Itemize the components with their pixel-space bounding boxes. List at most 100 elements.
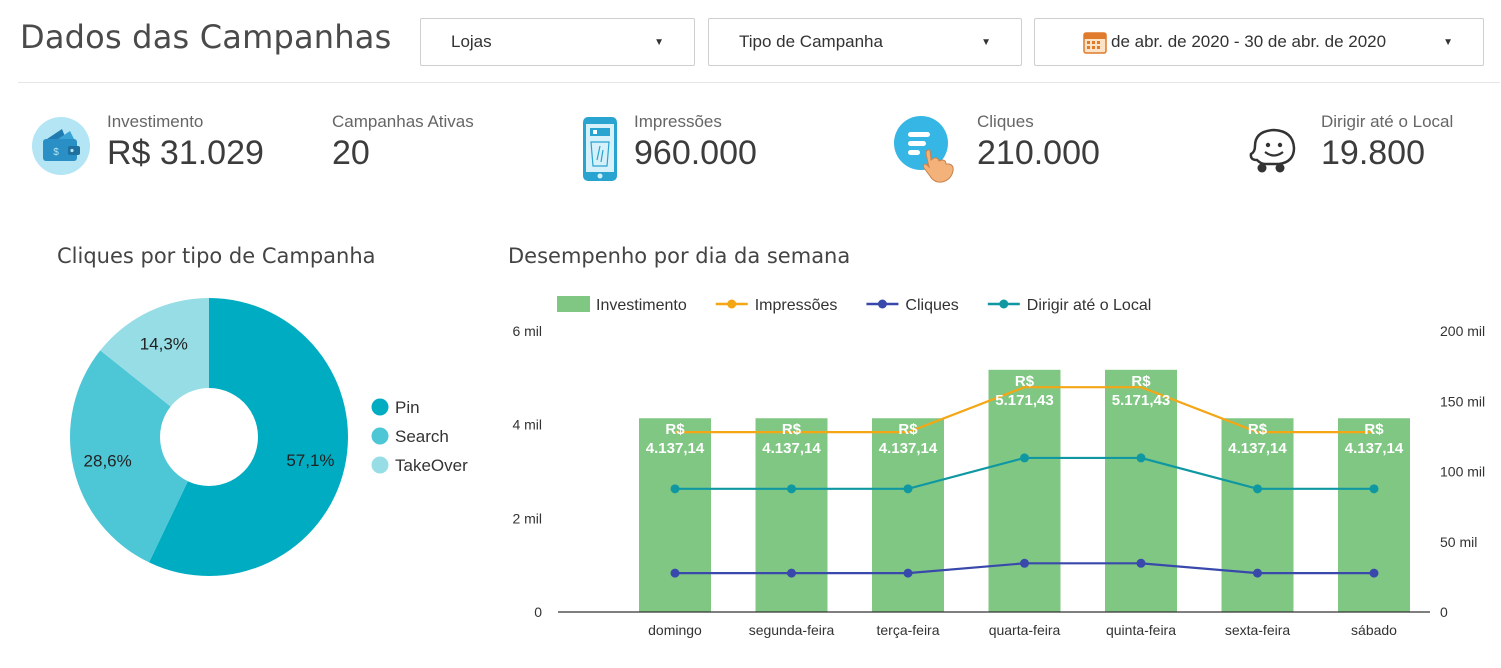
date-range-label: de abr. de 2020 - 30 de abr. de 2020 [1111, 32, 1387, 51]
page-title: Dados das Campanhas [20, 18, 392, 56]
combo-chart-title: Desempenho por dia da semana [508, 244, 851, 268]
bar-value-label: 4.137,14 [762, 440, 821, 457]
bar-investimento [1105, 369, 1177, 612]
series-point [903, 484, 913, 494]
series-line-impress-es [675, 386, 1374, 434]
pie-slice-label: 28,6% [84, 451, 132, 470]
x-tick-label: segunda-feira [749, 622, 835, 638]
pie-slice-pin [149, 298, 349, 576]
series-point [1369, 568, 1379, 578]
legend-label: Impressões [755, 297, 838, 314]
kpi-value: 210.000 [977, 134, 1100, 172]
kpi-value: 960.000 [634, 134, 757, 172]
series-point [1253, 484, 1262, 494]
bar-investimento [1221, 418, 1294, 612]
svg-text:$: $ [53, 147, 59, 158]
kpi-label: Campanhas Ativas [332, 112, 474, 131]
y-right-tick-label: 100 mil [1440, 464, 1485, 480]
combo-chart: Investimento Impressões Cliques Dirigir até… [512, 296, 1485, 638]
legend-label: Pin [395, 398, 420, 417]
wallet-icon: $ [32, 117, 90, 180]
lojas-dropdown-label: Lojas [451, 32, 492, 51]
bar-value-label: 4.137,14 [879, 440, 938, 457]
series-point [1020, 558, 1029, 568]
kpi-cliques: Cliques 210.000 [977, 112, 1100, 173]
legend-swatch [877, 299, 887, 309]
bar-value-label: R$ [665, 421, 685, 438]
bar-value-label: 4.137,14 [1228, 440, 1287, 457]
y-left-tick-label: 0 [534, 604, 542, 620]
legend-swatch [371, 427, 389, 445]
pie-slice-takeover [100, 298, 209, 407]
bar-value-label: 5.171,43 [1112, 392, 1170, 409]
legend-label: Dirigir até o Local [1027, 297, 1152, 314]
series-point [670, 568, 680, 578]
series-point [1136, 558, 1146, 568]
y-left-tick-label: 6 mil [512, 323, 542, 339]
x-tick-label: domingo [648, 622, 702, 638]
bar-value-label: R$ [782, 421, 802, 438]
series-point [1253, 568, 1262, 578]
y-left-tick-label: 4 mil [512, 417, 542, 433]
bar-investimento [639, 418, 711, 612]
x-tick-label: sexta-feira [1225, 622, 1291, 638]
y-right-tick-label: 200 mil [1440, 323, 1485, 339]
calendar-icon [1083, 30, 1107, 54]
bar-value-label: R$ [898, 421, 918, 438]
kpi-value: 19.800 [1321, 134, 1425, 172]
bar-investimento [872, 418, 944, 612]
bar-value-label: 4.137,14 [646, 440, 705, 457]
x-tick-label: sábado [1351, 622, 1397, 638]
bar-investimento [988, 369, 1061, 612]
series-point [1369, 484, 1379, 494]
tipo-campanha-dropdown-label: Tipo de Campanha [739, 32, 883, 51]
phone-icon [581, 116, 619, 187]
pie-chart-title: Cliques por tipo de Campanha [57, 244, 376, 268]
x-tick-label: quarta-feira [989, 622, 1061, 638]
kpi-campanhas-ativas: Campanhas Ativas 20 [332, 112, 474, 173]
series-point [903, 568, 913, 578]
bar-value-label: R$ [1248, 421, 1268, 438]
bar-value-label: R$ [1364, 421, 1384, 438]
legend-swatch [371, 456, 389, 474]
bar-investimento [755, 418, 828, 612]
legend-label: Search [395, 427, 449, 446]
kpi-label: Dirigir até o Local [1321, 112, 1454, 131]
pie-chart: 57,1% Pin 28,6% Search 14,3% TakeOver [70, 298, 468, 576]
x-tick-label: terça-feira [876, 622, 939, 638]
kpi-label: Impressões [634, 112, 722, 131]
bar-value-label: 5.171,43 [995, 392, 1053, 409]
bar-value-label: 4.137,14 [1345, 440, 1404, 457]
pie-slice-label: 57,1% [286, 451, 334, 470]
y-right-tick-label: 50 mil [1440, 534, 1477, 550]
legend-label: Cliques [905, 297, 958, 314]
series-point [1020, 453, 1029, 463]
legend-label: TakeOver [395, 456, 468, 475]
series-point [1136, 453, 1146, 463]
y-right-tick-label: 150 mil [1440, 393, 1485, 409]
kpi-label: Cliques [977, 112, 1034, 131]
legend-swatch [727, 299, 737, 309]
pie-slice-search [70, 350, 188, 563]
waze-icon [1247, 126, 1301, 181]
legend-swatch [999, 299, 1009, 309]
legend-swatch [371, 398, 389, 416]
lojas-dropdown[interactable]: Lojas ▼ [420, 18, 695, 66]
date-range-picker[interactable]: de abr. de 2020 - 30 de abr. de 2020 ▼ [1034, 18, 1484, 66]
kpi-investimento: Investimento R$ 31.029 [107, 112, 264, 173]
header-divider [18, 82, 1500, 83]
kpi-impressoes: Impressões 960.000 [634, 112, 757, 173]
chevron-down-icon: ▼ [654, 36, 664, 48]
hand-click-icon [894, 116, 960, 189]
chevron-down-icon: ▼ [1443, 36, 1453, 48]
kpi-label: Investimento [107, 112, 204, 131]
bar-investimento [1338, 418, 1410, 612]
legend-swatch [557, 296, 590, 312]
kpi-dirigir: Dirigir até o Local 19.800 [1321, 112, 1453, 173]
pie-slice-label: 14,3% [140, 334, 188, 353]
tipo-campanha-dropdown[interactable]: Tipo de Campanha ▼ [708, 18, 1022, 66]
x-tick-label: quinta-feira [1106, 622, 1176, 638]
series-point [787, 568, 796, 578]
y-right-tick-label: 0 [1440, 604, 1448, 620]
kpi-value: R$ 31.029 [107, 134, 264, 172]
